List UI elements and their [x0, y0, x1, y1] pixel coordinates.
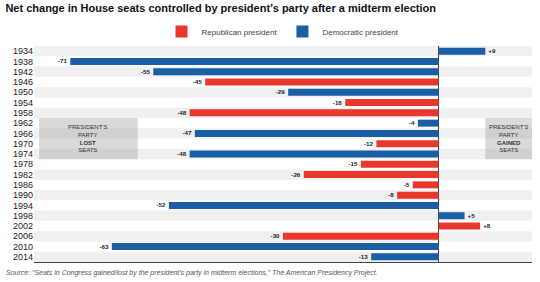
- svg-text:1998: 1998: [13, 211, 33, 221]
- svg-text:+9: +9: [488, 47, 496, 54]
- svg-text:-71: -71: [58, 57, 68, 64]
- svg-text:Source: “Seats in Congress gai: Source: “Seats in Congress gained/lost b…: [6, 269, 378, 277]
- svg-text:1994: 1994: [13, 201, 33, 211]
- svg-text:1982: 1982: [13, 170, 33, 180]
- svg-text:-55: -55: [141, 68, 151, 75]
- svg-text:-52: -52: [156, 201, 166, 208]
- svg-text:-29: -29: [276, 88, 286, 95]
- svg-text:1954: 1954: [13, 98, 33, 108]
- svg-text:1962: 1962: [13, 118, 33, 128]
- svg-text:-45: -45: [193, 78, 203, 85]
- svg-text:PRESIDENT'SPARTYGAINEDSEATS: PRESIDENT'SPARTYGAINEDSEATS: [489, 124, 529, 153]
- svg-text:+8: +8: [483, 222, 491, 229]
- svg-text:1978: 1978: [13, 159, 33, 169]
- svg-text:1990: 1990: [13, 190, 33, 200]
- svg-text:-26: -26: [291, 171, 301, 178]
- svg-text:-13: -13: [359, 253, 369, 260]
- svg-text:2002: 2002: [13, 221, 33, 231]
- svg-text:1934: 1934: [13, 46, 33, 56]
- svg-text:2014: 2014: [13, 252, 33, 262]
- svg-text:1938: 1938: [13, 57, 33, 67]
- svg-text:1946: 1946: [13, 77, 33, 87]
- svg-text:-8: -8: [388, 191, 394, 198]
- svg-text:-47: -47: [182, 129, 192, 136]
- svg-text:PRESIDENT'SPARTYLOSTSEATS: PRESIDENT'SPARTYLOSTSEATS: [68, 124, 108, 153]
- svg-text:1974: 1974: [13, 149, 33, 159]
- svg-text:2006: 2006: [13, 231, 33, 241]
- svg-text:1942: 1942: [13, 67, 33, 77]
- svg-text:-15: -15: [348, 160, 358, 167]
- svg-text:Net change in House seats cont: Net change in House seats controlled by …: [5, 2, 436, 14]
- svg-text:Republican president: Republican president: [202, 28, 278, 37]
- svg-text:1986: 1986: [13, 180, 33, 190]
- svg-text:1958: 1958: [13, 108, 33, 118]
- svg-text:1966: 1966: [13, 129, 33, 139]
- svg-text:-63: -63: [99, 243, 109, 250]
- svg-text:-30: -30: [271, 232, 281, 239]
- svg-text:-4: -4: [409, 119, 415, 126]
- svg-text:1970: 1970: [13, 139, 33, 149]
- svg-text:-48: -48: [177, 150, 187, 157]
- svg-text:-12: -12: [364, 140, 374, 147]
- svg-text:+5: +5: [468, 212, 476, 219]
- svg-text:-5: -5: [404, 181, 410, 188]
- svg-text:Democratic president: Democratic president: [322, 28, 398, 37]
- svg-text:-48: -48: [177, 109, 187, 116]
- svg-text:-18: -18: [333, 99, 343, 106]
- svg-text:1950: 1950: [13, 87, 33, 97]
- svg-text:2010: 2010: [13, 242, 33, 252]
